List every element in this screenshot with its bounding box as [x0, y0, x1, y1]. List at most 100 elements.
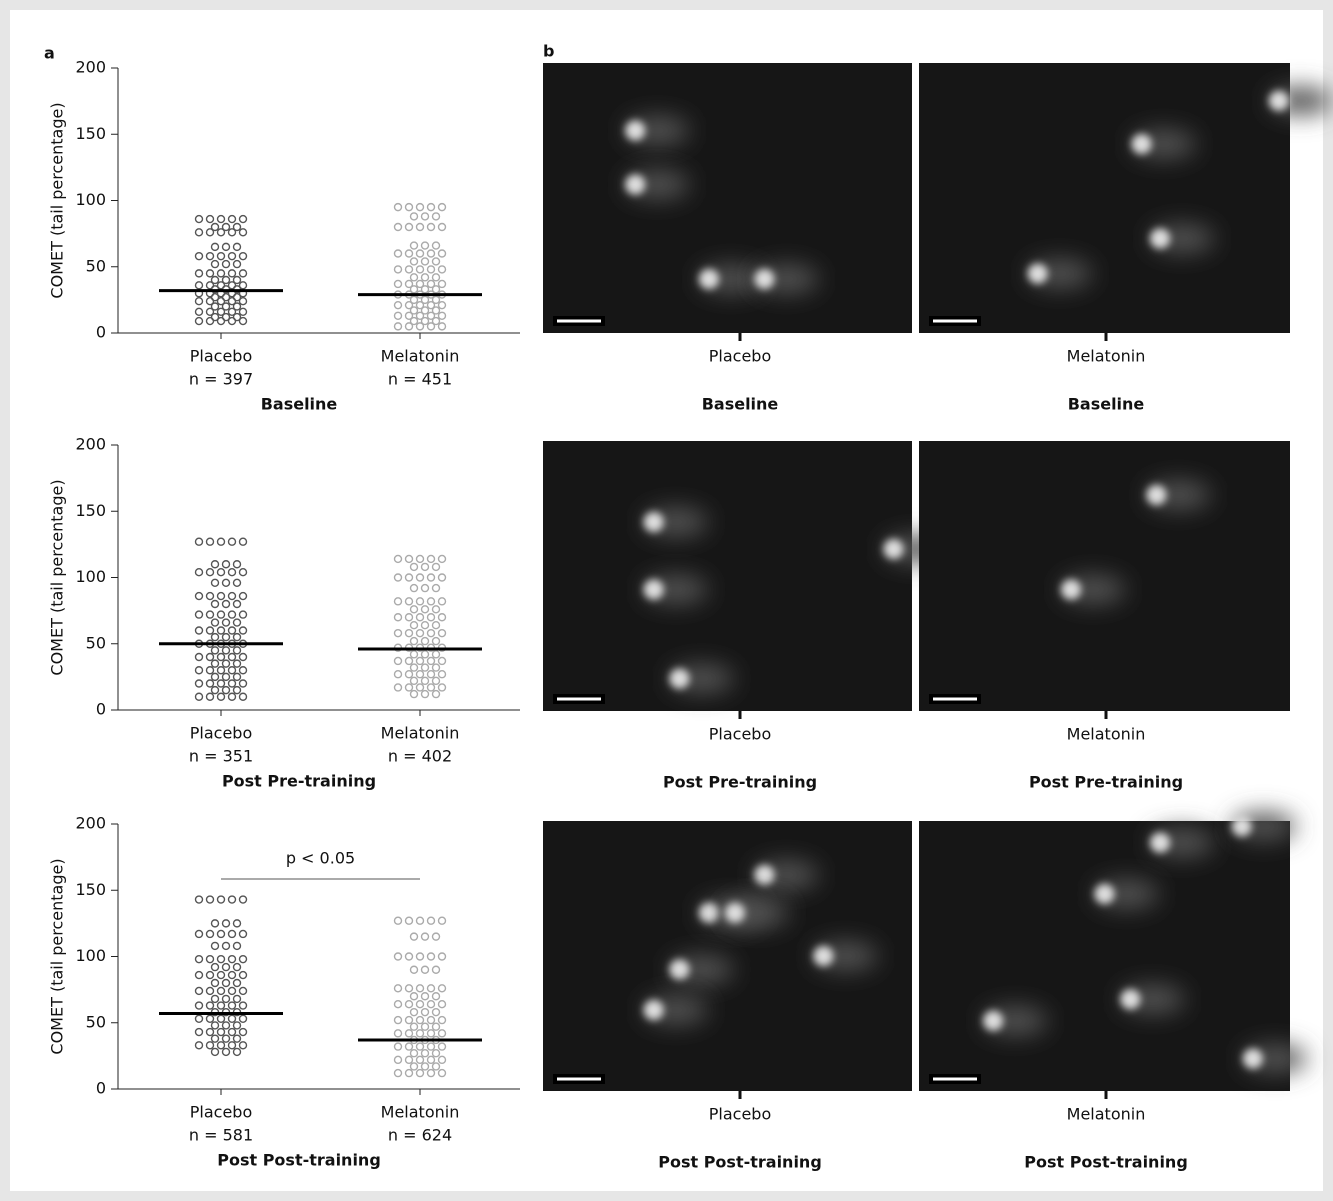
- comet-head: [1268, 90, 1289, 111]
- data-point: [420, 636, 430, 646]
- data-point: [431, 650, 441, 659]
- data-point: [205, 591, 215, 601]
- data-point: [393, 279, 403, 289]
- x-tick-label: Melatonin: [381, 724, 460, 743]
- data-point: [232, 578, 242, 587]
- data-point: [194, 1041, 204, 1050]
- data-point: [227, 626, 237, 635]
- data-point: [437, 683, 447, 692]
- data-point: [205, 281, 215, 290]
- data-point: [227, 269, 237, 278]
- data-point: [426, 670, 436, 679]
- comet-head: [625, 120, 646, 141]
- data-point: [409, 1007, 419, 1017]
- data-point: [205, 214, 215, 224]
- data-point: [426, 1029, 436, 1038]
- data-point: [205, 666, 215, 675]
- data-point: [393, 984, 403, 993]
- data-point: [238, 1014, 248, 1023]
- data-point: [404, 916, 414, 925]
- data-point: [393, 952, 403, 961]
- data-point: [238, 692, 248, 701]
- data-point: [393, 1055, 403, 1065]
- data-point: [420, 241, 430, 250]
- data-point: [426, 613, 436, 622]
- x-tick-label: Placebo: [190, 724, 252, 743]
- data-point: [404, 1000, 414, 1009]
- data-point: [238, 316, 248, 326]
- y-tick-label: 50: [86, 1012, 106, 1031]
- data-point: [409, 636, 419, 646]
- data-point: [216, 214, 226, 224]
- data-point: [194, 228, 204, 237]
- data-point: [194, 652, 204, 662]
- data-point: [420, 663, 430, 672]
- data-point: [205, 251, 215, 261]
- data-point: [404, 573, 414, 582]
- data-point: [431, 992, 441, 1001]
- data-point: [205, 1027, 215, 1037]
- data-point: [437, 573, 447, 582]
- data-point: [437, 597, 447, 606]
- data-point: [415, 1015, 425, 1025]
- data-point: [232, 242, 242, 252]
- data-point: [205, 986, 215, 996]
- comet-head: [699, 902, 720, 923]
- data-point: [437, 279, 447, 289]
- data-point: [238, 652, 248, 662]
- data-point: [420, 1049, 430, 1058]
- data-point: [437, 613, 447, 622]
- data-point: [194, 307, 204, 316]
- data-point: [426, 683, 436, 692]
- data-point: [216, 316, 226, 326]
- data-point: [415, 1029, 425, 1038]
- data-point: [232, 312, 242, 322]
- data-point: [431, 689, 441, 699]
- data-point: [221, 242, 231, 252]
- data-point: [404, 1015, 414, 1025]
- data-point: [431, 621, 441, 630]
- data-point: [431, 306, 441, 315]
- y-tick-label: 0: [96, 1079, 106, 1098]
- data-point: [420, 605, 430, 614]
- data-point: [210, 978, 220, 988]
- data-point: [194, 626, 204, 635]
- data-point: [205, 652, 215, 662]
- data-point: [404, 279, 414, 289]
- data-point: [194, 954, 204, 964]
- data-point: [420, 1022, 430, 1031]
- image-label: Melatonin: [1067, 347, 1146, 366]
- data-point: [205, 228, 215, 237]
- data-point: [415, 1000, 425, 1009]
- data-point: [404, 1029, 414, 1038]
- comet-head: [669, 668, 690, 689]
- comet-head: [1094, 883, 1115, 904]
- data-point: [210, 1034, 220, 1043]
- data-point: [409, 605, 419, 614]
- comet-head: [1120, 989, 1141, 1010]
- data-point: [431, 605, 441, 614]
- data-point: [426, 554, 436, 564]
- data-point: [409, 689, 419, 699]
- image-title: Post Post-training: [658, 1153, 822, 1172]
- y-tick-label: 150: [75, 501, 106, 520]
- data-point: [238, 1001, 248, 1010]
- data-point: [426, 597, 436, 606]
- data-point: [210, 685, 220, 695]
- data-point: [415, 265, 425, 274]
- data-point: [431, 1022, 441, 1031]
- data-point: [431, 257, 441, 266]
- image-title: Post Pre-training: [663, 773, 817, 792]
- data-point: [221, 599, 231, 609]
- data-point: [221, 919, 231, 928]
- data-point: [227, 316, 237, 326]
- data-point: [238, 1041, 248, 1050]
- data-point: [409, 316, 419, 326]
- comet-head: [1150, 228, 1171, 249]
- data-point: [216, 1014, 226, 1023]
- data-point: [238, 610, 248, 619]
- data-point: [393, 1029, 403, 1038]
- data-point: [205, 1001, 215, 1010]
- data-point: [205, 626, 215, 635]
- data-point: [194, 568, 204, 577]
